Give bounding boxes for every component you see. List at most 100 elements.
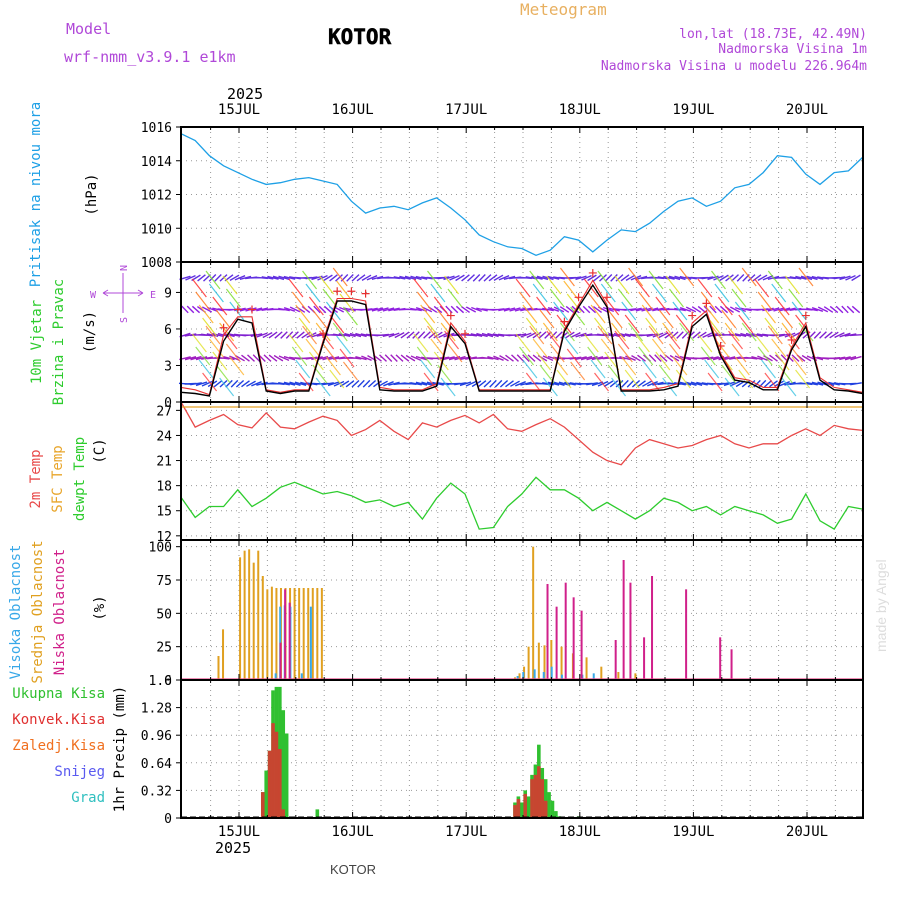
wind-streak [322,343,338,363]
cloud-bar [634,673,637,680]
wind-streak [336,335,352,355]
wind-streak [617,288,633,308]
panel-frame [180,261,864,403]
wind-streak [319,275,335,295]
wind-streak [590,304,606,324]
wind-streak [556,369,572,389]
meteogram-label: Meteogram [520,0,607,19]
wind-streak [549,343,565,363]
wind-streak [195,291,211,311]
precip-bar [537,766,541,818]
cloud-bar [257,550,260,680]
y-tick-label: 27 [156,404,172,419]
x-tick-label-top: 15JUL [218,102,260,118]
wind-streak [519,346,535,366]
cloud-bar [719,637,722,680]
x-tick-label-top: 17JUL [445,102,487,118]
cloud-bar [527,646,530,680]
wind-streak [641,304,657,324]
y-tick-label: 21 [156,455,172,470]
y-tick-label: 50 [156,607,172,622]
wind-streak [697,333,713,353]
model-label: Model [66,20,111,38]
wind-streak [198,359,214,379]
x-tick-label-bottom: 19JUL [672,824,714,840]
wind-streak [679,322,695,342]
wind-gust-marker [347,287,356,296]
y-tick-label: 9 [164,286,172,301]
altitude-label: Nadmorska Visina 1m [718,42,867,57]
precip-bar [281,809,286,818]
precip-bar [526,796,531,818]
wind-streak [342,361,358,381]
precip-bar [554,811,558,818]
wind-streak [778,309,794,329]
wind-streak [430,283,446,303]
wind-streak [707,372,723,392]
wind-streak [665,275,681,295]
x-tick-label-top: 16JUL [332,102,374,118]
y-tick-label: 1.6 [149,674,172,689]
lonlat-label: lon,lat (18.73E, 42.49N) [679,27,867,42]
wind-streak [420,359,436,379]
y-axis-label: Pritisak na nivou mora [28,102,44,287]
wind-gust-marker [446,311,455,320]
wind-streak [222,330,238,350]
wind-streak [225,288,241,308]
wind-streak [295,359,311,379]
wind-streak [614,330,630,350]
temp-series-line [180,476,863,530]
compass-south: S [119,317,130,323]
wind-streak [594,372,609,392]
pressure-line [180,133,864,257]
wind-streak [669,343,684,363]
wind-streak [669,288,684,308]
cloud-bar [522,672,525,680]
wind-streak [546,330,562,350]
wind-streak [734,301,750,321]
cloud-bar [300,673,303,680]
wind-streak [447,288,463,308]
wind-streak [651,283,667,303]
cloud-bar [239,557,242,680]
wind-streak [607,309,623,329]
cloud-bar [600,666,603,680]
wind-streak [225,343,241,363]
cloud-bar [316,588,319,680]
precip-bar [523,793,528,818]
wind-gust-marker [560,317,569,326]
wind-streak [798,267,814,287]
wind-streak [771,338,787,358]
cloud-bar [629,582,632,680]
y-tick-label: 3 [164,359,172,374]
precip-bar [315,809,320,818]
wind-streak [529,270,545,290]
wind-streak [600,283,616,303]
cloud-bar [217,656,220,680]
wind-streak [717,296,733,316]
cloud-bar [252,562,255,680]
wind-streak [621,356,637,376]
panel-frame [180,401,864,541]
x-tick-label-bottom: 20JUL [786,824,828,840]
model-altitude-label: Nadmorska Visina u modelu 226.964m [601,59,867,74]
wind-streak [208,338,224,358]
precip-legend-item: Konvek.Kisa [12,712,105,728]
y-axis-label: 1hr Precip (mm) [112,686,128,812]
year-bottom: 2025 [215,839,251,857]
wind-streak [191,333,207,353]
wind-streak [611,377,627,397]
precip-legend-item: Ukupna Kisa [12,686,105,702]
wind-streak [312,309,328,329]
cloud-bar [685,589,688,680]
wind-streak [614,275,630,295]
wind-streak [427,325,442,345]
model-name: wrf-nmm_v3.9.1 e1km [64,48,236,66]
wind-streak [731,288,747,308]
wind-streak [413,333,429,353]
wind-streak [329,369,345,389]
y-axis-label: SFC Temp [50,445,66,512]
y-axis-label: Visoka Oblacnost [8,545,24,680]
wind-gust-marker [361,289,370,298]
